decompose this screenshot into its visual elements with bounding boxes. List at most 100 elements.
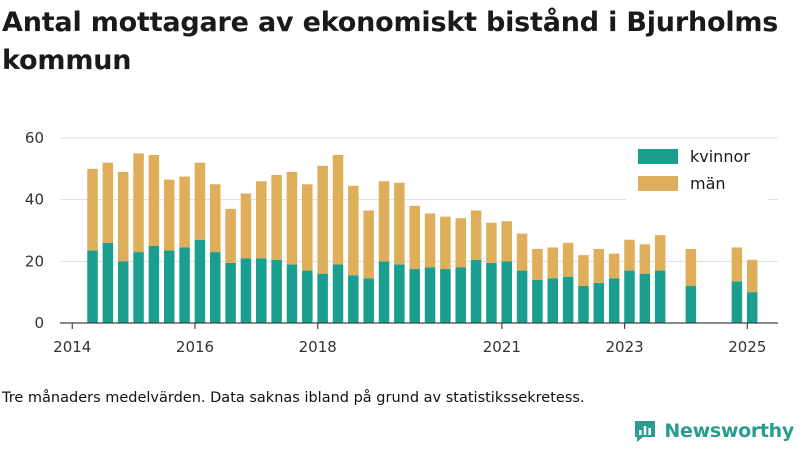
bar-man: [210, 184, 221, 253]
bar-man: [286, 171, 298, 265]
bar-kvinnor: [117, 261, 129, 323]
bar-man: [547, 247, 559, 279]
x-axis: 2014 2016 2018 2021 2023 2025: [53, 322, 778, 356]
bar-man: [516, 233, 528, 271]
bar-man: [578, 255, 589, 286]
bar-kvinnor: [348, 275, 359, 323]
y-tick-label: 0: [34, 314, 44, 332]
bar-man: [654, 235, 666, 271]
y-tick-label: 40: [25, 191, 44, 209]
bar-man: [486, 222, 497, 263]
bar-kvinnor: [486, 262, 497, 323]
bar-kvinnor: [547, 278, 559, 323]
x-tick-label: 2023: [605, 338, 643, 356]
brand-name: Newsworthy: [664, 420, 794, 442]
bar-man: [256, 181, 267, 259]
bar-kvinnor: [394, 264, 405, 323]
legend-label: kvinnor: [690, 147, 750, 166]
bar-kvinnor: [194, 239, 206, 323]
bar-kvinnor: [148, 245, 160, 323]
bar-kvinnor: [271, 259, 282, 323]
legend-swatch: [638, 176, 678, 191]
legend-swatch: [638, 149, 678, 164]
bar-man: [731, 247, 743, 282]
bar-man: [394, 182, 405, 265]
legend-label: män: [690, 174, 726, 193]
bar-kvinnor: [163, 250, 175, 323]
bar-kvinnor: [240, 258, 252, 323]
bar-man: [302, 184, 313, 271]
bar-kvinnor: [332, 264, 344, 323]
bar-kvinnor: [210, 252, 221, 323]
bar-kvinnor: [302, 270, 313, 323]
bar-kvinnor: [225, 262, 236, 323]
bar-kvinnor: [179, 247, 190, 323]
bar-man: [501, 221, 513, 262]
bar-man: [317, 165, 328, 274]
bar-kvinnor: [746, 292, 758, 323]
bar-man: [117, 171, 129, 262]
bar-man: [332, 154, 344, 265]
bar-man: [624, 239, 635, 271]
bar-kvinnor: [102, 242, 114, 323]
bar-man: [363, 210, 374, 279]
bar-man: [532, 249, 543, 280]
bar-man: [225, 208, 236, 263]
bar-kvinnor: [409, 269, 420, 323]
bar-man: [102, 162, 114, 243]
bar-kvinnor: [516, 270, 528, 323]
bar-man: [378, 181, 390, 262]
bar-kvinnor: [470, 259, 482, 323]
bar-kvinnor: [608, 278, 620, 323]
bar-man: [179, 176, 190, 248]
bar-kvinnor: [501, 261, 513, 323]
y-tick-label: 60: [25, 129, 44, 147]
bar-man: [746, 259, 758, 293]
bar-man: [562, 242, 574, 277]
bar-man: [608, 253, 620, 279]
bar-man: [348, 185, 359, 276]
bar-kvinnor: [317, 273, 328, 323]
bar-kvinnor: [133, 252, 144, 323]
newsworthy-icon: [635, 421, 656, 442]
bar-kvinnor: [256, 258, 267, 323]
bar-man: [133, 153, 144, 253]
newsworthy-logo[interactable]: Newsworthy: [632, 418, 794, 444]
x-tick-label: 2025: [728, 338, 766, 356]
bar-kvinnor: [87, 250, 98, 323]
x-tick-label: 2021: [483, 338, 521, 356]
x-tick-label: 2016: [176, 338, 214, 356]
bar-man: [240, 193, 252, 259]
bar-man: [271, 175, 282, 260]
bar-kvinnor: [685, 286, 697, 323]
bar-kvinnor: [578, 286, 589, 323]
bar-man: [470, 210, 482, 260]
bar-kvinnor: [624, 270, 635, 323]
bar-man: [87, 168, 98, 251]
bar-man: [194, 162, 206, 240]
bar-kvinnor: [440, 269, 451, 323]
bar-man: [440, 216, 451, 270]
footnote: Tre månaders medelvärden. Data saknas ib…: [2, 390, 585, 406]
bar-man: [639, 244, 651, 274]
legend: kvinnor män: [626, 140, 768, 204]
bar-kvinnor: [378, 261, 390, 323]
bar-kvinnor: [363, 278, 374, 323]
bars: [87, 153, 758, 323]
bar-man: [163, 179, 175, 251]
bar-kvinnor: [562, 276, 574, 323]
x-tick-label: 2014: [53, 338, 91, 356]
bar-man: [148, 154, 160, 246]
bar-kvinnor: [593, 282, 605, 323]
bar-kvinnor: [532, 279, 543, 323]
bar-man: [409, 205, 420, 270]
bar-man: [685, 249, 697, 286]
bar-kvinnor: [424, 267, 436, 323]
bar-kvinnor: [731, 281, 743, 323]
bar-kvinnor: [639, 273, 651, 323]
bar-kvinnor: [455, 267, 466, 323]
chart-title: Antal mottagare av ekonomiskt bistånd i …: [2, 7, 779, 76]
bar-man: [424, 213, 436, 268]
y-axis-labels: 0 20 40 60: [25, 129, 44, 332]
